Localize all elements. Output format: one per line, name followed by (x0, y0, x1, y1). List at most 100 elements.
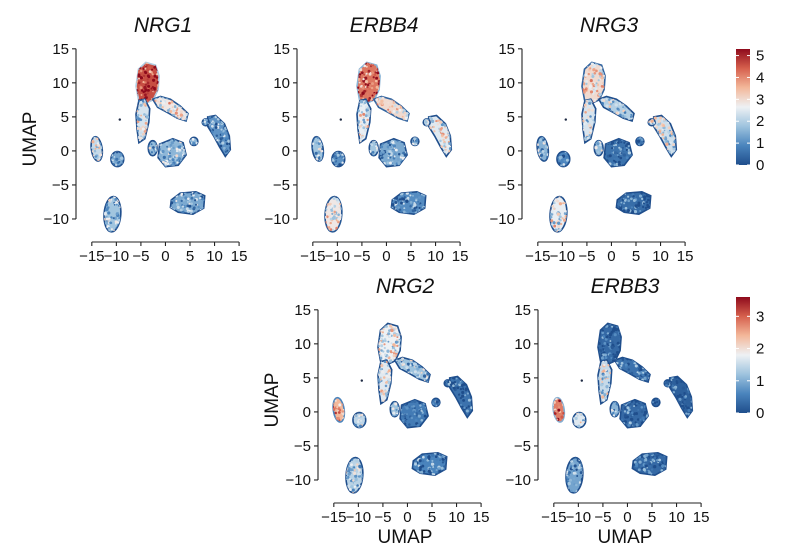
cell-point (685, 412, 688, 415)
cell-point (342, 234, 345, 237)
cell-point (203, 120, 207, 124)
y-tick-label: 15 (514, 302, 531, 319)
cell-point (585, 82, 588, 86)
cell-point (631, 210, 635, 214)
cell-point (156, 117, 160, 121)
cell-point (643, 376, 647, 381)
cell-point (341, 153, 344, 156)
cell-point (411, 379, 415, 382)
cell-point (146, 78, 149, 81)
cell-point (337, 229, 341, 233)
y-tick-label: 0 (282, 143, 290, 160)
x-tick-label: 0 (403, 509, 411, 526)
cell-point (430, 462, 435, 466)
cell-point (382, 350, 385, 353)
cell-point (139, 127, 142, 131)
cell-point (620, 379, 624, 382)
cell-point (218, 126, 222, 129)
cell-point (620, 119, 624, 121)
cell-point (169, 110, 173, 113)
cell-point (604, 161, 606, 164)
cell-point (395, 333, 400, 337)
cell-point (362, 116, 365, 119)
cell-point (429, 137, 432, 141)
cell-point (618, 146, 621, 149)
cell-point (163, 119, 166, 121)
cell-point (378, 79, 381, 83)
cell-point (451, 381, 455, 385)
cell-point (623, 99, 626, 103)
cell-point (669, 402, 671, 405)
cell-point (391, 194, 394, 198)
cell-point (568, 456, 572, 458)
y-tick-label: 0 (523, 404, 531, 421)
colorbar-tick-label: 4 (756, 69, 764, 86)
cell-point (373, 73, 377, 76)
cell-point (354, 494, 357, 497)
cell-point (210, 154, 213, 157)
cell-point (593, 72, 597, 75)
cell-point (681, 386, 686, 390)
cell-point (359, 424, 362, 428)
cell-point (449, 410, 452, 414)
cell-point (642, 202, 645, 205)
cell-point (358, 73, 362, 76)
cluster-bottom (169, 190, 206, 216)
cell-point (327, 195, 331, 198)
cell-point (151, 73, 154, 76)
cell-point (336, 406, 339, 409)
cell-point (359, 113, 362, 117)
cell-point (335, 198, 340, 202)
cell-point (645, 453, 649, 457)
cell-point (378, 114, 381, 118)
cell-point (427, 363, 430, 367)
cell-point (580, 423, 583, 426)
cell-point (455, 411, 459, 415)
cell-point (616, 342, 620, 345)
cell-point (161, 149, 165, 154)
cell-point (152, 118, 155, 121)
small-cluster-center-left (593, 139, 604, 157)
cell-point (369, 127, 371, 130)
cell-point (432, 399, 434, 403)
cell-point (358, 133, 361, 136)
cell-point (440, 466, 444, 470)
cluster-middle (399, 398, 429, 429)
cell-point (150, 151, 154, 154)
cell-point (210, 116, 213, 119)
cell-point (176, 114, 179, 117)
cell-point (143, 134, 146, 137)
cell-point (413, 399, 417, 403)
cell-point (142, 74, 146, 78)
cell-point (120, 195, 122, 199)
cell-point (362, 79, 366, 83)
cell-point (601, 395, 605, 399)
cell-point (228, 154, 230, 157)
cell-point (360, 456, 364, 460)
cell-point (655, 151, 659, 154)
cell-point (455, 404, 459, 408)
cell-point (372, 76, 375, 79)
cell-point (144, 121, 148, 125)
cell-point (91, 159, 94, 162)
cell-point (396, 335, 399, 339)
cell-point (461, 405, 464, 408)
cell-point (349, 468, 353, 472)
cell-point (103, 233, 106, 236)
cell-point (640, 458, 644, 461)
cell-point (357, 72, 359, 75)
cell-point (656, 401, 659, 403)
cell-point (588, 124, 592, 128)
cell-point (368, 76, 372, 80)
cell-point (582, 419, 585, 422)
cell-point (602, 398, 606, 402)
cell-point (192, 192, 195, 195)
cell-point (109, 221, 112, 225)
cell-point (584, 111, 587, 114)
cell-point (563, 231, 567, 233)
cell-point (137, 81, 141, 85)
cell-point (563, 212, 567, 215)
cell-point (612, 159, 616, 162)
cell-point (626, 406, 630, 410)
cell-point (370, 86, 374, 90)
